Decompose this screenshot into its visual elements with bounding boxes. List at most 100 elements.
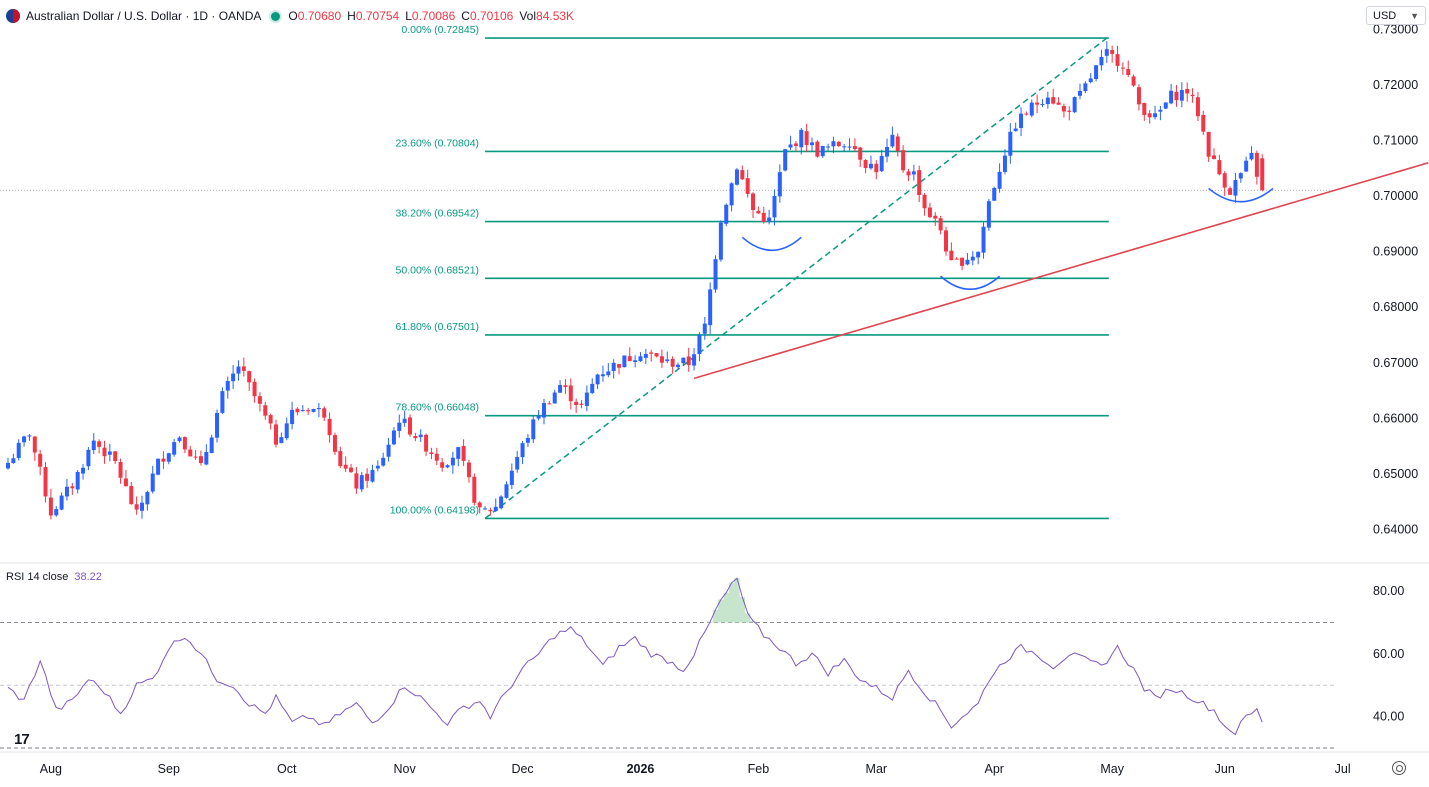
- candle-body: [156, 458, 161, 475]
- candle-body: [440, 462, 445, 468]
- candle-body: [477, 502, 482, 508]
- currency-flag-icon: [6, 9, 20, 23]
- price-tick-label: 0.73000: [1373, 22, 1418, 36]
- candle-body: [1233, 180, 1238, 196]
- candle-body: [751, 193, 756, 210]
- candle-body: [927, 207, 932, 218]
- candle-body: [965, 259, 970, 265]
- candle-body: [1024, 113, 1029, 115]
- time-axis-label: Jun: [1215, 762, 1235, 776]
- currency-label: USD: [1373, 9, 1397, 22]
- ohlc-low-key: L: [405, 9, 412, 23]
- chevron-down-icon: ▼: [1410, 10, 1419, 21]
- support-trendline: [693, 162, 1429, 380]
- candle-body: [434, 453, 439, 461]
- candle-body: [1056, 102, 1061, 105]
- candle-body: [1126, 69, 1131, 76]
- candle-body: [472, 476, 477, 503]
- candle-body: [906, 171, 911, 176]
- ohlc-open-key: O: [288, 9, 298, 23]
- candle-body: [842, 146, 847, 148]
- candle-body: [1072, 97, 1077, 113]
- candle-body: [493, 506, 498, 512]
- rsi-legend[interactable]: RSI 14 close 38.22: [6, 571, 102, 583]
- candle-body: [515, 457, 520, 470]
- candle-body: [391, 430, 396, 445]
- candle-body: [268, 415, 273, 424]
- candle-body: [1163, 102, 1168, 109]
- candle-body: [1179, 90, 1184, 101]
- candle-body: [1195, 97, 1200, 117]
- rsi-label: RSI 14 close: [6, 571, 69, 583]
- fib-level-label: 0.00% (0.72845): [401, 24, 479, 36]
- candle-body: [1249, 152, 1254, 160]
- candle-body: [327, 418, 332, 436]
- candle-body: [531, 419, 536, 440]
- currency-selector[interactable]: USD ▼: [1366, 6, 1426, 25]
- ohlc-low-value: 0.70086: [411, 9, 456, 23]
- volume-value: 84.53K: [536, 9, 575, 23]
- candle-body: [198, 456, 203, 464]
- candle-body: [456, 447, 461, 459]
- candle-body: [70, 486, 75, 489]
- time-axis-label: Oct: [277, 762, 297, 776]
- candle-body: [713, 259, 718, 290]
- settings-gear-icon[interactable]: [1392, 761, 1406, 775]
- symbol-title[interactable]: Australian Dollar / U.S. Dollar · 1D · O…: [26, 9, 262, 23]
- candle-body: [1067, 110, 1072, 112]
- candle-body: [868, 163, 873, 169]
- rsi-tick-label: 60.00: [1373, 647, 1404, 661]
- candle-body: [450, 457, 455, 466]
- candle-body: [970, 256, 975, 261]
- candle-body: [643, 353, 648, 358]
- candle-body: [584, 392, 589, 406]
- rsi-value: 38.22: [74, 571, 102, 583]
- candle-body: [177, 437, 182, 442]
- candle-body: [332, 435, 337, 452]
- candle-body: [375, 465, 380, 469]
- candle-body: [981, 226, 986, 253]
- fib-level-label: 61.80% (0.67501): [396, 321, 479, 333]
- candle-body: [938, 218, 943, 231]
- time-axis-label: Aug: [40, 762, 62, 776]
- candle-body: [161, 458, 166, 462]
- candle-body: [1153, 113, 1158, 118]
- candle-body: [370, 469, 375, 482]
- price-tick-label: 0.67000: [1373, 356, 1418, 370]
- candle-body: [1131, 76, 1136, 86]
- candle-body: [885, 146, 890, 157]
- rsi-tick-label: 80.00: [1373, 584, 1404, 598]
- candle-body: [300, 410, 305, 412]
- candle-body: [1104, 49, 1109, 56]
- ohlc-open-value: 0.70680: [297, 9, 342, 23]
- time-axis-label: Sep: [158, 762, 180, 776]
- candle-body: [1078, 90, 1082, 96]
- candle-body: [852, 146, 857, 150]
- tradingview-logo-icon[interactable]: 17: [14, 731, 30, 748]
- candle-body: [466, 462, 471, 478]
- candle-body: [75, 472, 80, 490]
- price-tick-label: 0.70000: [1373, 189, 1418, 203]
- candle-body: [563, 385, 568, 388]
- fib-level-label: 100.00% (0.64198): [390, 504, 479, 516]
- candle-body: [11, 458, 16, 464]
- candle-body: [1035, 102, 1040, 105]
- time-axis-label: Mar: [866, 762, 888, 776]
- candle-body: [986, 201, 991, 228]
- candle-body: [568, 385, 573, 402]
- market-status-icon[interactable]: [271, 11, 281, 21]
- candle-body: [890, 134, 895, 147]
- candle-body: [1115, 54, 1120, 66]
- candle-body: [166, 453, 171, 462]
- candle-body: [408, 417, 412, 435]
- candle-body: [59, 495, 64, 510]
- candle-body: [354, 473, 359, 489]
- candle-body: [140, 502, 144, 511]
- candle-body: [810, 142, 814, 146]
- candle-body: [659, 356, 664, 363]
- candle-body: [483, 508, 488, 510]
- candle-body: [6, 462, 10, 469]
- candle-body: [734, 169, 739, 185]
